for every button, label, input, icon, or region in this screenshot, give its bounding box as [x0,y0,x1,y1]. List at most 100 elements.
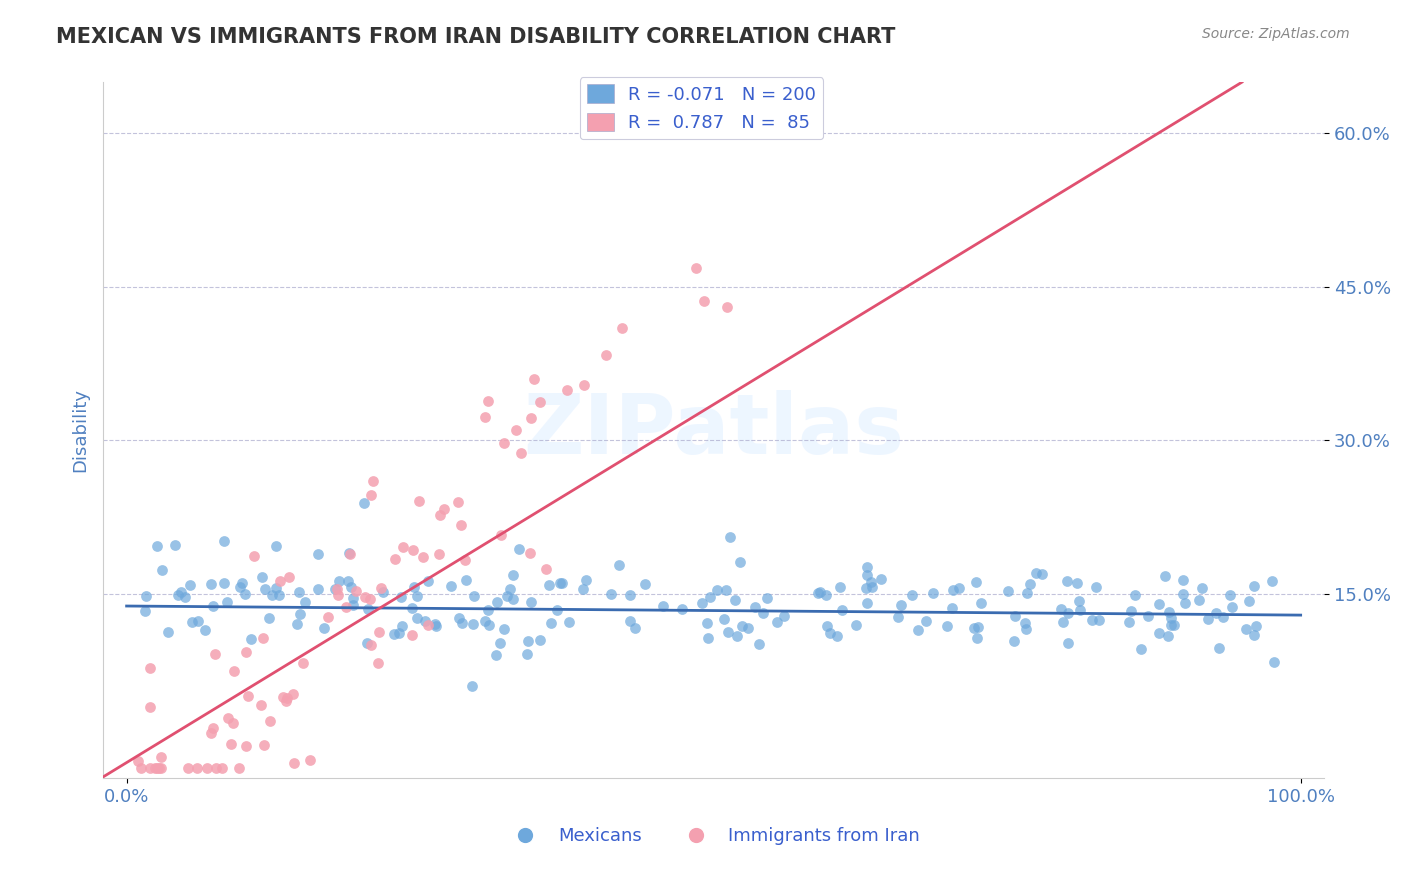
Point [228,761,250,775]
Point [174,590,197,604]
Point [446,495,468,509]
Point [652,599,675,613]
Point [624,621,647,635]
Point [1121,604,1143,618]
Point [433,501,456,516]
Point [815,619,838,633]
Point [367,656,389,670]
Point [150,563,173,577]
Point [555,383,578,397]
Point [1234,622,1257,636]
Point [336,574,359,588]
Point [907,623,929,637]
Point [202,599,225,613]
Point [454,553,477,567]
Point [818,626,841,640]
Point [860,580,883,594]
Point [146,761,169,775]
Point [1136,609,1159,624]
Point [212,533,235,548]
Point [1118,615,1140,629]
Point [180,615,202,629]
Point [869,572,891,586]
Point [1031,566,1053,581]
Point [252,632,274,646]
Point [529,633,551,648]
Point [856,568,879,582]
Point [1069,602,1091,616]
Point [298,753,321,767]
Text: ZIPatlas: ZIPatlas [523,390,904,471]
Point [129,761,152,775]
Point [1081,613,1104,627]
Point [856,559,879,574]
Point [392,540,415,554]
Point [1015,586,1038,600]
Point [219,737,242,751]
Point [276,694,298,708]
Point [212,575,235,590]
Point [163,538,186,552]
Point [1015,622,1038,636]
Point [966,620,988,634]
Point [259,714,281,728]
Point [1025,566,1047,580]
Point [1154,568,1177,582]
Point [671,602,693,616]
Point [574,574,596,588]
Point [127,754,149,768]
Point [283,756,305,771]
Point [326,582,349,597]
Point [1197,612,1219,626]
Point [239,632,262,647]
Point [502,567,524,582]
Point [253,582,276,596]
Point [307,582,329,597]
Point [815,588,838,602]
Point [827,628,849,642]
Point [520,595,543,609]
Point [134,604,156,618]
Point [505,423,527,437]
Point [363,474,385,488]
Point [200,726,222,740]
Point [1174,596,1197,610]
Point [1160,611,1182,625]
Point [235,587,257,601]
Point [697,632,720,646]
Point [354,590,377,604]
Point [177,761,200,775]
Point [267,588,290,602]
Point [139,761,162,775]
Point [340,581,363,595]
Point [264,581,287,595]
Point [405,611,427,625]
Point [574,377,596,392]
Point [179,578,201,592]
Point [215,595,238,609]
Point [269,574,291,588]
Point [252,570,274,584]
Point [222,664,245,678]
Point [360,638,382,652]
Text: Source: ZipAtlas.com: Source: ZipAtlas.com [1202,27,1350,41]
Point [942,582,965,597]
Point [516,647,538,661]
Point [425,618,447,632]
Point [922,586,945,600]
Point [413,614,436,628]
Point [773,609,796,624]
Point [485,595,508,609]
Point [138,700,160,714]
Point [235,645,257,659]
Point [948,581,970,595]
Point [370,582,392,596]
Point [725,629,748,643]
Point [731,619,754,633]
Point [595,348,617,362]
Point [477,603,499,617]
Point [962,621,984,635]
Point [706,583,728,598]
Point [936,618,959,632]
Point [695,616,717,631]
